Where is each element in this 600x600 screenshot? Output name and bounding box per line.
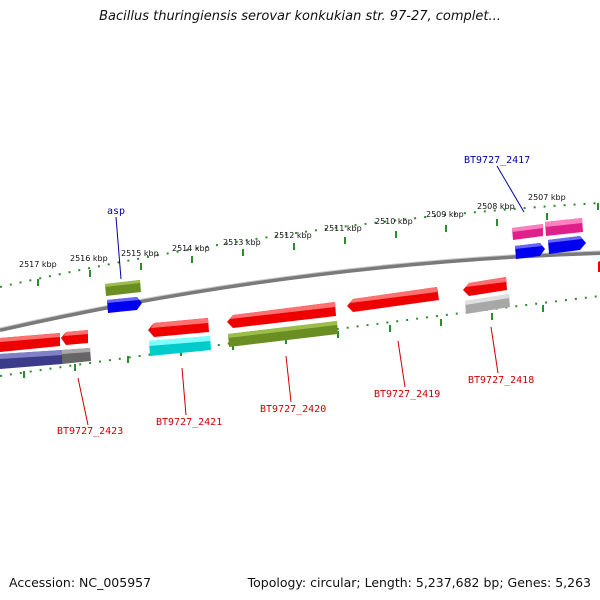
genome-stats-text: Topology: circular; Length: 5,237,682 bp… — [247, 575, 591, 590]
outer-major-ticks — [37, 203, 599, 286]
label-bt2417: BT9727_2417 — [464, 155, 530, 166]
label-bt2423: BT9727_2423 — [57, 426, 123, 437]
label-leaders — [77, 165, 525, 426]
scale-label-2516: 2516 kbp — [70, 254, 108, 263]
scale-label-2515: 2515 kbp — [121, 249, 159, 258]
scale-label-2507: 2507 kbp — [528, 193, 566, 202]
scale-label-2514: 2514 kbp — [172, 244, 210, 253]
scale-label-2509: 2509 kbp — [426, 210, 464, 219]
scale-label-2517: 2517 kbp — [19, 260, 57, 269]
scale-label-2508: 2508 kbp — [477, 202, 515, 211]
label-bt2418: BT9727_2418 — [468, 375, 534, 386]
label-bt2420: BT9727_2420 — [260, 404, 326, 415]
scale-label-2510: 2510 kbp — [375, 217, 413, 226]
label-asp: asp — [107, 206, 125, 217]
map-title: Bacillus thuringiensis serovar konkukian… — [99, 9, 501, 24]
scale-label-2512: 2512 kbp — [274, 231, 312, 240]
label-bt2419: BT9727_2419 — [374, 389, 440, 400]
scale-label-2513: 2513 kbp — [223, 238, 261, 247]
label-bt2421: BT9727_2421 — [156, 417, 222, 428]
accession-text: Accession: NC_005957 — [9, 575, 152, 590]
scale-label-2511: 2511 kbp — [324, 224, 362, 233]
inner-tick-ring — [0, 295, 600, 377]
